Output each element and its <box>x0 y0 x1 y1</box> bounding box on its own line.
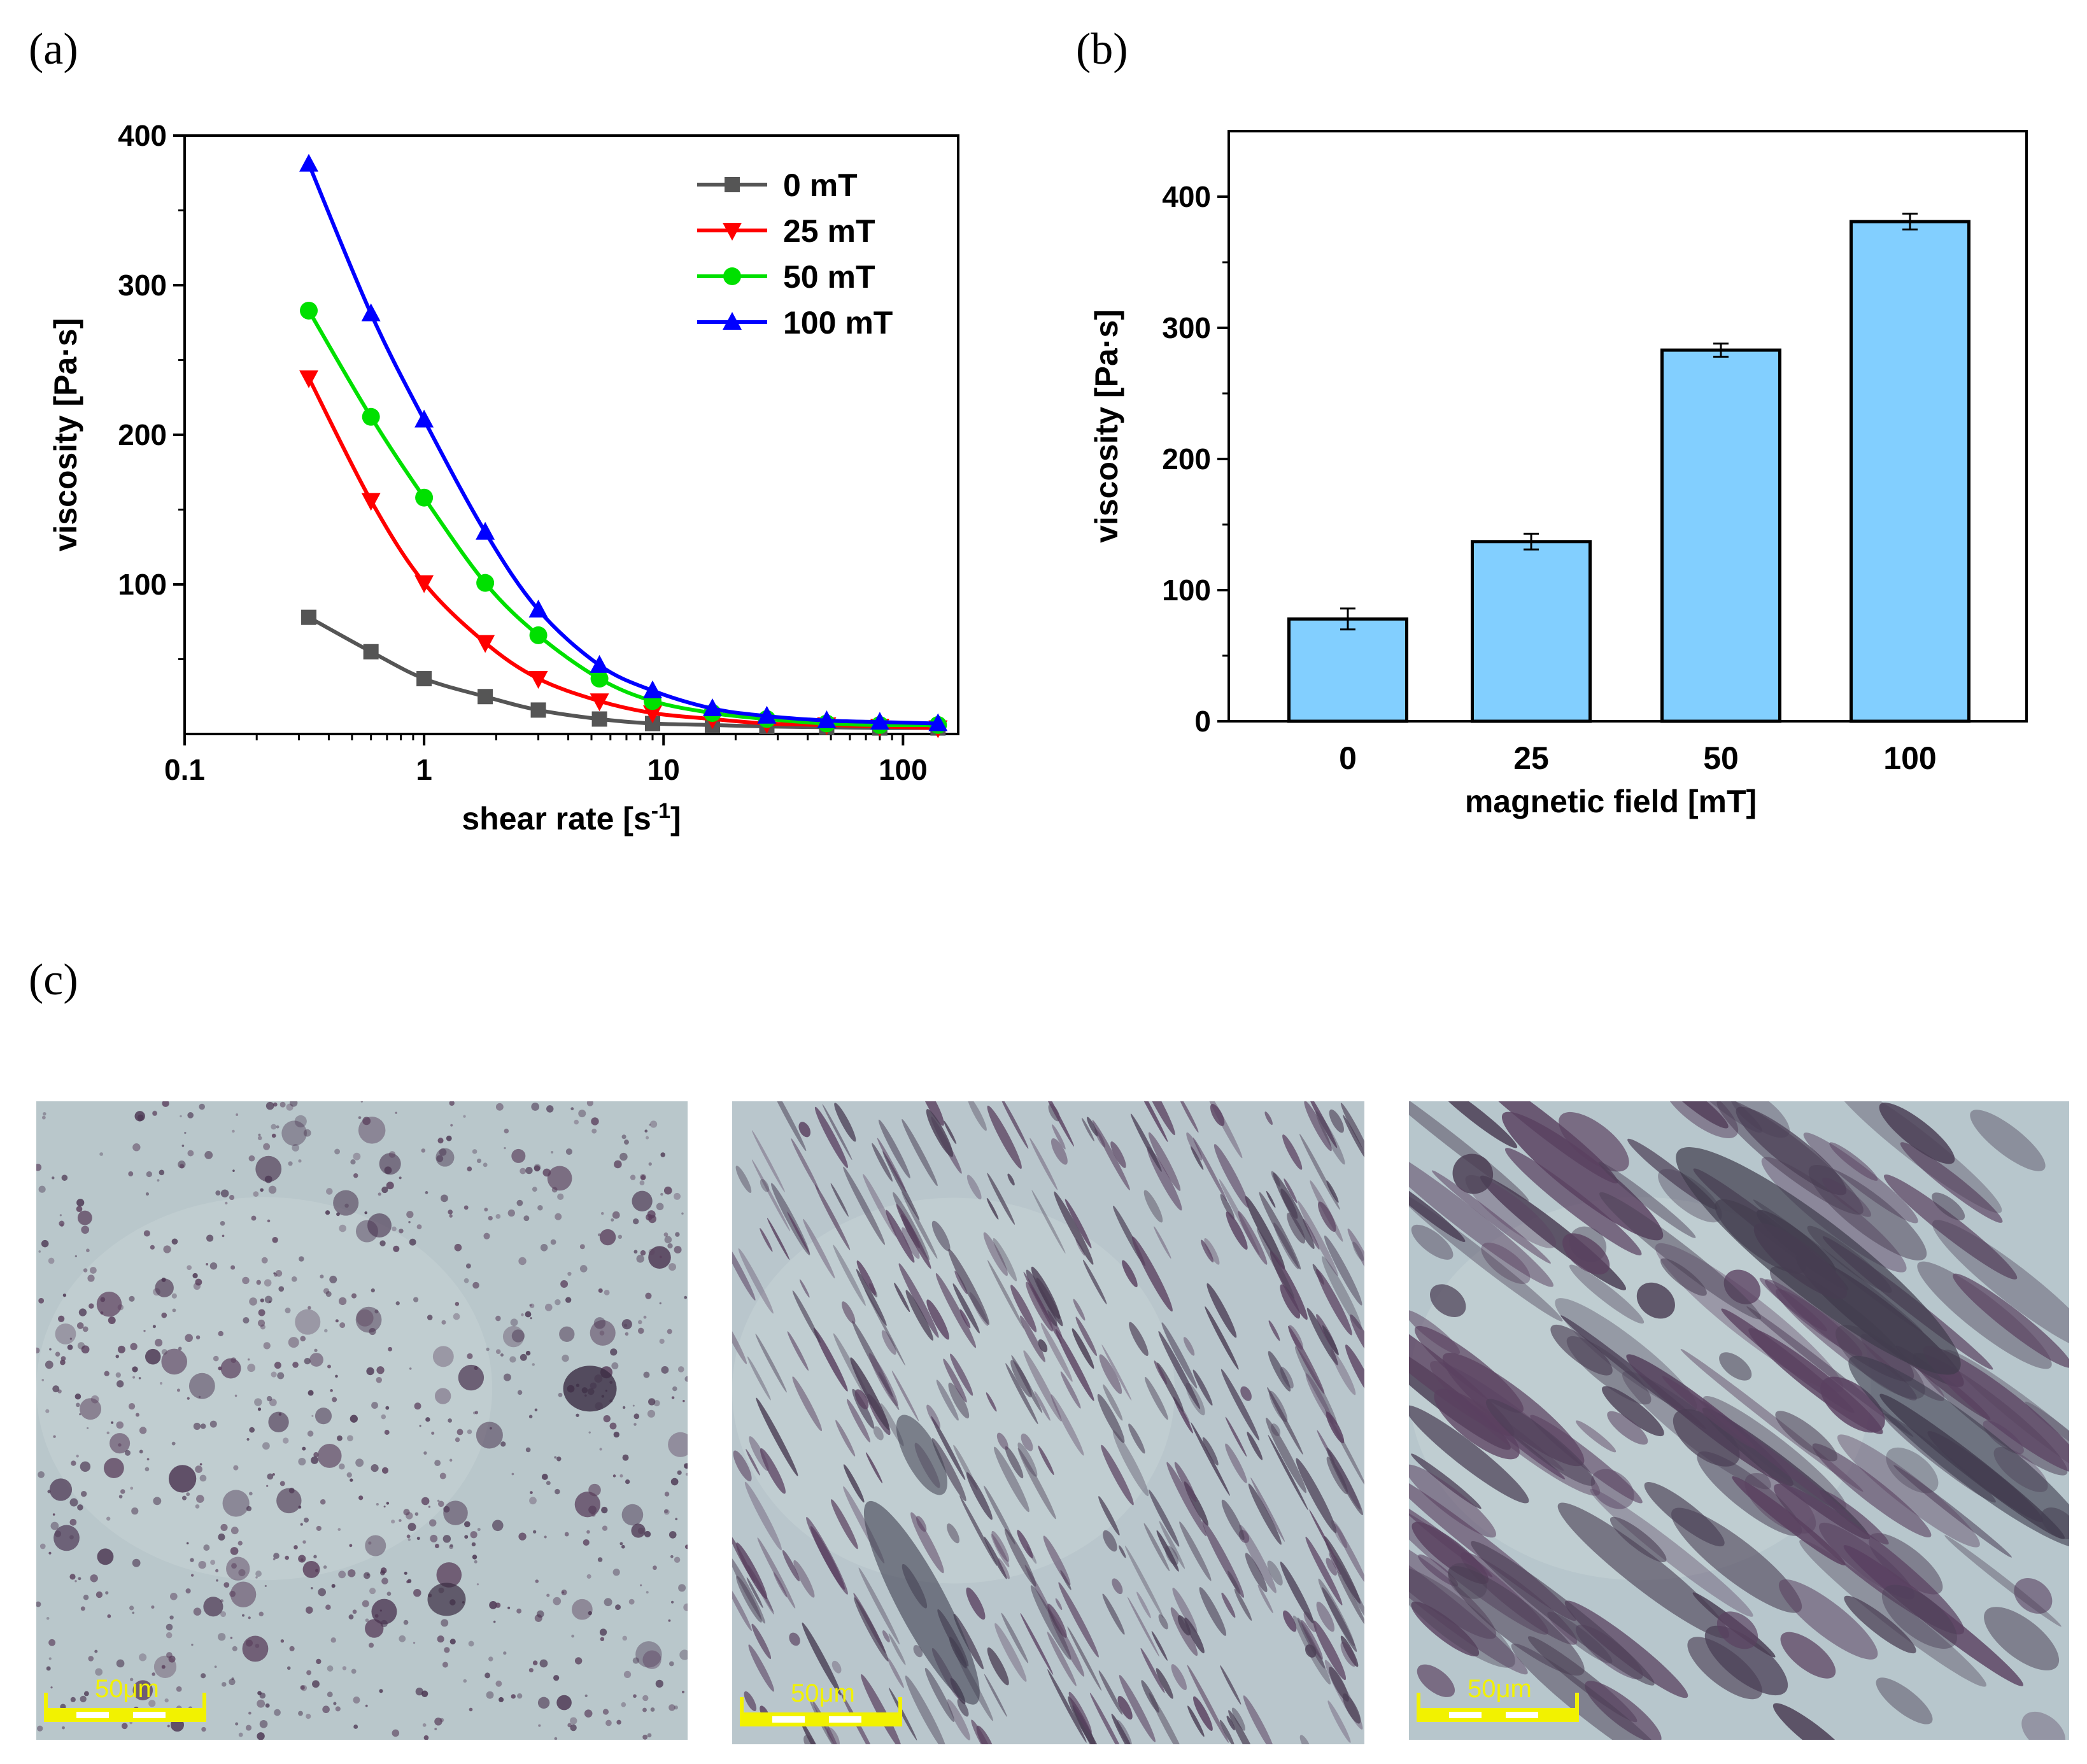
data-point <box>476 521 495 540</box>
data-point <box>415 488 434 507</box>
micrograph-texture <box>1409 1101 2069 1740</box>
charts-canvas: 0.1 1 10 100 100 200 300 400 shear rate [s-1] vis… <box>48 119 2028 836</box>
data-point <box>702 698 722 717</box>
legend-label: 0 mT <box>783 167 858 203</box>
legend-marker <box>725 177 740 192</box>
scale-bar-segment <box>133 1712 166 1718</box>
panel-label-c: (c) <box>29 956 78 1005</box>
y-tick-label-a: 100 <box>118 568 167 601</box>
data-point <box>590 693 609 712</box>
scale-bar <box>44 1708 206 1722</box>
y-tick-label-a: 400 <box>118 119 167 152</box>
data-point <box>300 301 318 320</box>
scale-bar-end <box>740 1697 744 1719</box>
scale-bar-segment <box>1449 1712 1482 1718</box>
data-point <box>530 702 546 718</box>
data-point <box>817 710 837 728</box>
micrograph-texture <box>732 1101 1364 1744</box>
data-point <box>928 713 948 731</box>
x-tick-label-b: 25 <box>1513 740 1549 776</box>
data-point <box>361 493 381 511</box>
scale-bar-segment <box>1506 1712 1539 1718</box>
legend-marker <box>723 223 742 241</box>
data-point <box>528 599 548 617</box>
x-tick-label-b: 50 <box>1703 740 1739 776</box>
series-line-0-mT <box>308 616 938 730</box>
data-point <box>478 689 493 705</box>
scale-bar-end <box>898 1697 902 1719</box>
data-point <box>416 671 432 687</box>
y-axis-label-b: viscosity [Pa·s] <box>1089 309 1124 543</box>
y-tick-label-b: 200 <box>1162 442 1211 476</box>
data-point <box>299 153 319 172</box>
legend-marker <box>723 267 741 285</box>
scale-bar-segment <box>772 1716 805 1723</box>
legend-label: 100 mT <box>783 305 893 341</box>
data-point <box>414 575 434 593</box>
data-point <box>590 670 609 688</box>
data-point <box>591 711 607 727</box>
data-point <box>529 626 548 644</box>
scale-bar-label: 50μm <box>1468 1675 1532 1703</box>
scale-bar <box>1417 1708 1579 1722</box>
data-point <box>414 409 434 428</box>
bar-25mT <box>1471 540 1592 723</box>
x-tick-label-a: 10 <box>647 753 680 786</box>
y-axis-label-a: viscosity [Pa·s] <box>48 318 83 552</box>
scale-bar-end <box>44 1693 48 1714</box>
y-tick-label-b: 100 <box>1162 574 1211 607</box>
x-tick-label-b: 0 <box>1339 740 1357 776</box>
data-point <box>645 716 661 731</box>
plot-frame-b <box>1227 130 2028 723</box>
bar-50mT <box>1660 348 1781 723</box>
scale-bar-segment <box>829 1716 862 1723</box>
x-tick-label-b: 100 <box>1883 740 1936 776</box>
x-tick-label-a: 1 <box>416 753 432 786</box>
x-axis-label-b: magnetic field [mT] <box>1465 784 1757 819</box>
scale-bar-end <box>1575 1693 1579 1714</box>
scale-bar-end <box>202 1693 206 1714</box>
data-point <box>301 609 317 625</box>
scale-bar-label: 50μm <box>95 1675 159 1703</box>
bar-100mT <box>1850 220 1970 723</box>
legend-label: 25 mT <box>783 213 875 249</box>
bar-0mT <box>1287 617 1408 723</box>
legend-label: 50 mT <box>783 259 875 295</box>
y-tick-label-b: 400 <box>1162 180 1211 213</box>
data-point <box>299 370 319 388</box>
data-point <box>590 654 609 673</box>
x-tick-label-a: 100 <box>879 753 928 786</box>
panel-label-a: (a) <box>29 25 78 74</box>
y-tick-label-a: 300 <box>118 269 167 302</box>
data-point <box>361 303 381 321</box>
scale-bar-segment <box>76 1712 109 1718</box>
data-point <box>362 407 380 426</box>
y-tick-label-b: 300 <box>1162 311 1211 344</box>
data-point <box>757 705 777 724</box>
data-point <box>643 680 663 698</box>
scale-bar-end <box>1417 1693 1420 1714</box>
panel-label-b: (b) <box>1076 25 1128 74</box>
series-line-25-mT <box>307 377 938 730</box>
data-point <box>476 574 495 592</box>
y-tick-label-a: 200 <box>118 418 167 451</box>
data-point <box>870 712 889 730</box>
y-tick-label-b: 0 <box>1194 705 1211 738</box>
data-point <box>363 644 379 660</box>
data-point <box>476 635 495 653</box>
x-tick-label-a: 0.1 <box>164 753 205 786</box>
micrograph-chains: 50μm <box>1409 1101 2069 1740</box>
data-point <box>643 705 663 724</box>
scale-bar <box>740 1712 902 1726</box>
data-point <box>528 671 548 689</box>
micrograph-isotropic: 50μm <box>36 1101 688 1740</box>
scale-bar-label: 50μm <box>791 1679 855 1707</box>
series-line-50-mT <box>307 309 938 728</box>
legend-marker <box>723 312 742 330</box>
x-axis-label-a: shear rate [s-1] <box>462 799 681 836</box>
micrograph-texture <box>36 1101 688 1740</box>
micrograph-aligned: 50μm <box>732 1101 1364 1744</box>
